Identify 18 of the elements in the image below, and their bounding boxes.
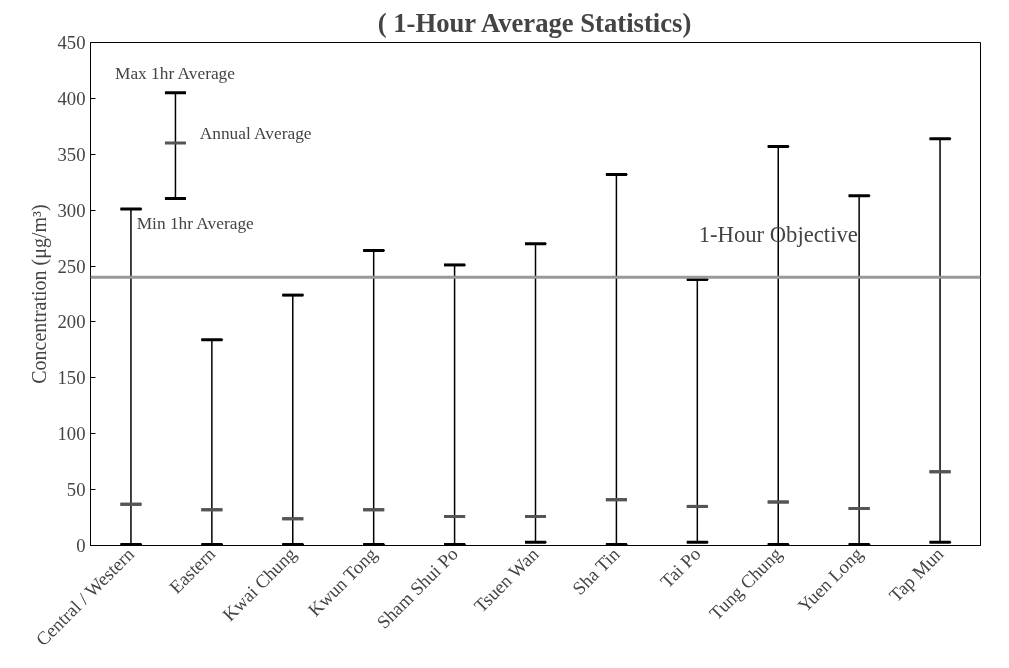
y-tick-label: 250 bbox=[57, 255, 86, 277]
chart-title: ( 1-Hour Average Statistics) bbox=[377, 7, 692, 38]
x-tick-label: Tai Po bbox=[656, 543, 705, 592]
x-tick-label: Sha Tin bbox=[568, 542, 625, 599]
y-tick-label: 300 bbox=[57, 199, 86, 221]
y-tick-label: 400 bbox=[57, 87, 86, 109]
y-tick-label: 100 bbox=[57, 423, 86, 445]
annotation: Max 1hr Average bbox=[114, 63, 236, 83]
legend-label: Annual Average bbox=[199, 124, 312, 144]
y-tick-label: 150 bbox=[57, 367, 86, 389]
annotation: Min 1hr Average bbox=[136, 213, 255, 233]
y-tick-label: 350 bbox=[57, 143, 86, 165]
y-tick-label: 450 bbox=[57, 32, 86, 53]
y-axis-title: Concentration (μg/m³) bbox=[27, 204, 51, 384]
x-tick-label: Tap Mun bbox=[884, 542, 948, 606]
y-tick-label: 200 bbox=[57, 311, 86, 333]
y-tick-label: 50 bbox=[66, 479, 86, 501]
y-tick-label: 0 bbox=[76, 535, 86, 556]
